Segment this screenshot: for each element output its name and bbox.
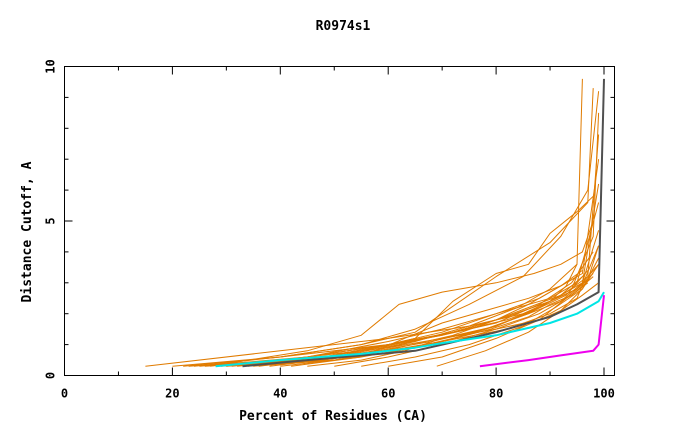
x-tick-label: 0 [61, 387, 68, 401]
series-line-cyan-model [215, 291, 605, 368]
x-tick-label: 60 [381, 387, 395, 401]
y-tick-label: 10 [44, 59, 58, 73]
x-axis-label: Percent of Residues (CA) [239, 409, 427, 424]
series-line-model-08 [210, 220, 594, 367]
series-line-model-15 [242, 276, 578, 367]
x-tick-label: 80 [489, 387, 503, 401]
series-line-model-04 [188, 112, 600, 367]
x-tick-label: 40 [273, 387, 287, 401]
x-tick-label: 100 [593, 387, 615, 401]
series-line-model-10 [220, 230, 600, 367]
series-line-model-03 [183, 88, 594, 367]
series-line-model-14 [237, 195, 594, 367]
series-layer [145, 78, 605, 368]
y-tick-label: 5 [44, 217, 58, 224]
series-line-model-05 [193, 134, 600, 367]
series-line-model-02 [172, 91, 600, 367]
tick-layer: 0 20 40 60 80 100 0 5 10 [44, 59, 615, 400]
plot-frame [64, 66, 615, 376]
y-tick-label: 0 [44, 372, 58, 379]
x-tick-label: 20 [165, 387, 179, 401]
series-line-model-01 [145, 78, 583, 367]
series-line-model-23 [334, 276, 594, 367]
y-axis-label: Distance Cutoff, A [20, 161, 35, 302]
chart-title: R0974s1 [316, 19, 371, 34]
series-line-model-26 [436, 264, 600, 367]
series-line-model-06 [199, 159, 600, 367]
series-line-magenta-model [479, 295, 605, 368]
